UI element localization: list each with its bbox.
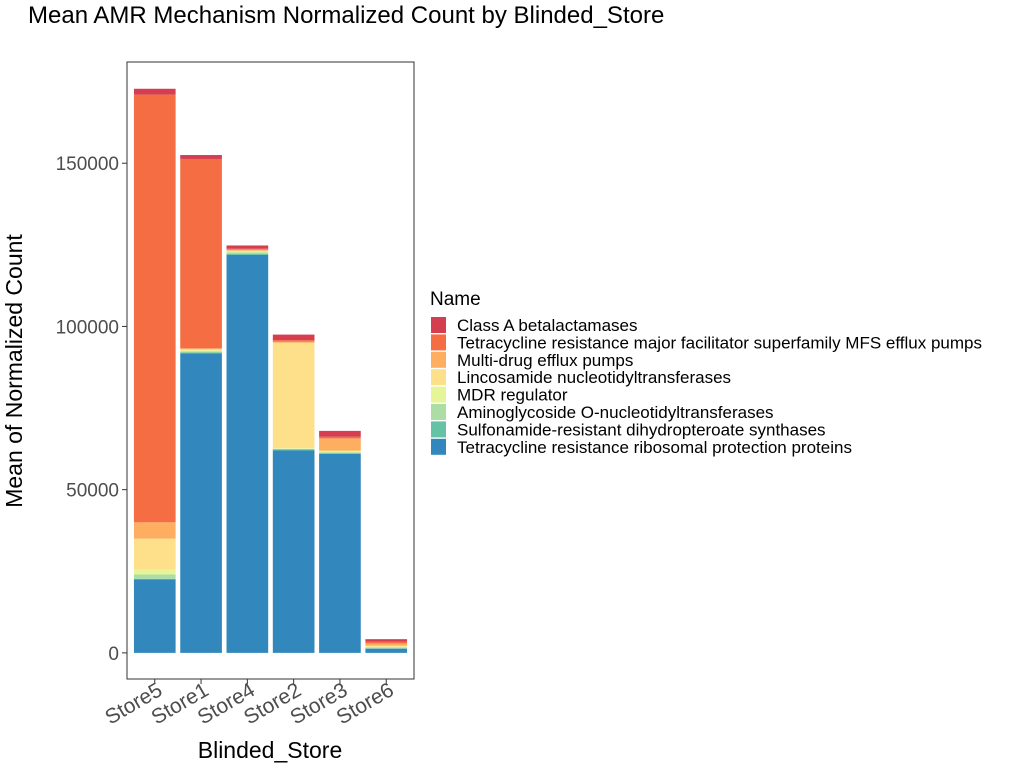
bar-segment-store4-6 xyxy=(226,248,269,250)
bar-segment-store4-0 xyxy=(226,254,269,653)
bar-segment-store4-5 xyxy=(226,249,269,251)
y-tick-label: 100000 xyxy=(56,317,119,338)
bar-segment-store6-0 xyxy=(365,648,408,653)
bar-segment-store3-7 xyxy=(319,430,361,437)
bar-segment-store2-3 xyxy=(272,448,315,449)
bar-segment-store1-4 xyxy=(180,349,222,351)
bar-segment-store6-2 xyxy=(365,647,408,649)
y-tick-label: 150000 xyxy=(56,154,119,175)
bar-segment-store4-7 xyxy=(226,245,269,249)
legend-swatch xyxy=(431,404,446,420)
bar-segment-store1-2 xyxy=(180,351,222,353)
bar-segment-store3-5 xyxy=(319,438,361,451)
bar-segment-store4-4 xyxy=(226,250,269,252)
legend-label: MDR regulator xyxy=(457,386,568,405)
bar-segment-store2-6 xyxy=(272,340,315,342)
legend-swatch xyxy=(431,421,446,438)
legend-label: Aminoglycoside O-nucleotidyltransferases xyxy=(457,403,774,422)
bar-segment-store5-4 xyxy=(133,538,176,570)
bar-segment-store6-3 xyxy=(365,646,408,648)
legend-label: Class A betalactamases xyxy=(457,316,637,335)
y-axis: 0 50000 100000 150000 xyxy=(56,154,127,665)
bar-segment-store1-1 xyxy=(180,352,222,354)
legend-swatch xyxy=(431,334,446,351)
bar-segment-store4-1 xyxy=(226,253,269,255)
legend-title: Name xyxy=(430,289,481,310)
bar-segment-store1-0 xyxy=(180,353,222,653)
bar-segment-store5-6 xyxy=(133,94,176,523)
legend-swatch xyxy=(431,386,446,403)
legend-label: Multi-drug efflux pumps xyxy=(457,351,633,370)
bar-segment-store2-4 xyxy=(272,342,315,449)
bar-segment-store2-0 xyxy=(272,450,315,653)
bar-segment-store5-3 xyxy=(133,569,176,575)
bar-segment-store6-7 xyxy=(365,639,408,642)
bar-segment-store5-5 xyxy=(133,522,176,539)
plot-panel-border xyxy=(126,61,415,680)
y-axis-title: Mean of Normalized Count xyxy=(1,234,27,508)
bar-segment-store1-7 xyxy=(180,155,222,159)
bar-segment-store5-0 xyxy=(133,579,176,653)
bar-segment-store1-3 xyxy=(180,350,222,352)
bar-segment-store6-4 xyxy=(365,645,408,647)
bar-segment-store3-1 xyxy=(319,453,361,454)
bar-segment-store3-3 xyxy=(319,451,361,453)
bar-segment-store1-6 xyxy=(180,158,222,349)
bar-segment-store5-1 xyxy=(133,578,176,580)
legend-label: Sulfonamide-resistant dihydropteroate sy… xyxy=(457,420,826,439)
legend-swatch xyxy=(431,351,446,368)
bar-segment-store2-5 xyxy=(272,341,315,343)
chart-title: Mean AMR Mechanism Normalized Count by B… xyxy=(28,2,664,29)
legend-label: Tetracycline resistance major facilitato… xyxy=(457,333,982,352)
bar-segment-store2-7 xyxy=(272,334,315,341)
legend-swatch xyxy=(431,317,446,333)
x-axis-title: Blinded_Store xyxy=(198,737,343,763)
bar-segment-store2-1 xyxy=(272,449,315,451)
bar-segment-store5-2 xyxy=(133,574,176,579)
bar-segment-store2-2 xyxy=(272,448,315,450)
bar-segment-store3-2 xyxy=(319,452,361,454)
legend-swatch xyxy=(431,369,446,386)
bar-segment-store3-6 xyxy=(319,436,361,439)
bar-segment-store4-3 xyxy=(226,251,269,253)
legend-label: Lincosamide nucleotidyltransferases xyxy=(457,368,731,387)
bar-segment-store6-5 xyxy=(365,643,408,646)
bars-layer xyxy=(133,88,408,653)
bar-segment-store5-7 xyxy=(133,88,176,95)
bar-segment-store3-4 xyxy=(319,450,361,452)
bar-segment-store4-2 xyxy=(226,252,269,254)
legend-label: Tetracycline resistance ribosomal protec… xyxy=(457,438,852,457)
legend: Name Class A betalactamasesTetracycline … xyxy=(430,289,982,457)
y-tick-label: 0 xyxy=(108,644,119,665)
y-tick-label: 50000 xyxy=(66,481,119,502)
bar-segment-store3-0 xyxy=(319,453,361,653)
bar-segment-store6-6 xyxy=(365,641,408,644)
legend-swatch xyxy=(431,438,446,455)
bar-segment-store1-5 xyxy=(180,348,222,350)
